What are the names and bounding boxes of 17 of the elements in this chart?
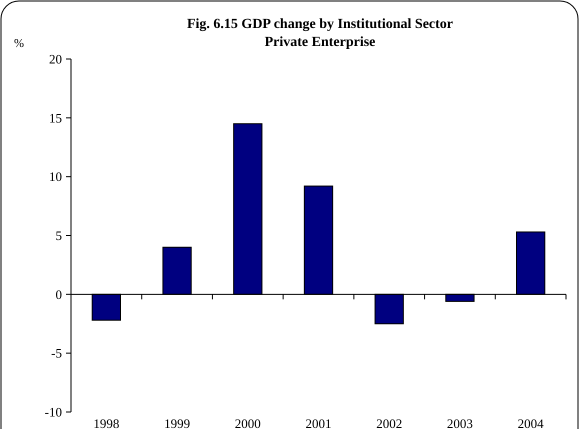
y-tick-label: -10	[44, 404, 62, 420]
x-tick-label: 1999	[164, 416, 190, 429]
y-tick-label: 15	[49, 110, 62, 126]
y-tick-label: 20	[49, 52, 62, 67]
x-tick-label: 1998	[93, 416, 120, 429]
x-tick-label: 2000	[234, 416, 261, 429]
chart-title: Fig. 6.15 GDP change by Institutional Sector	[186, 17, 454, 32]
x-tick-label: 2004	[518, 416, 544, 429]
y-tick-label: 0	[56, 286, 62, 302]
y-tick-label: -5	[51, 346, 62, 361]
chart-subtitle: Private Enterprise	[264, 35, 376, 50]
y-tick-label: 10	[49, 169, 62, 184]
y-axis-title: %	[14, 36, 24, 50]
x-tick-label: 2001	[306, 416, 332, 429]
y-tick-label: 5	[56, 228, 62, 244]
x-tick-label: 2003	[446, 416, 473, 429]
x-tick-label: 2002	[376, 416, 402, 429]
